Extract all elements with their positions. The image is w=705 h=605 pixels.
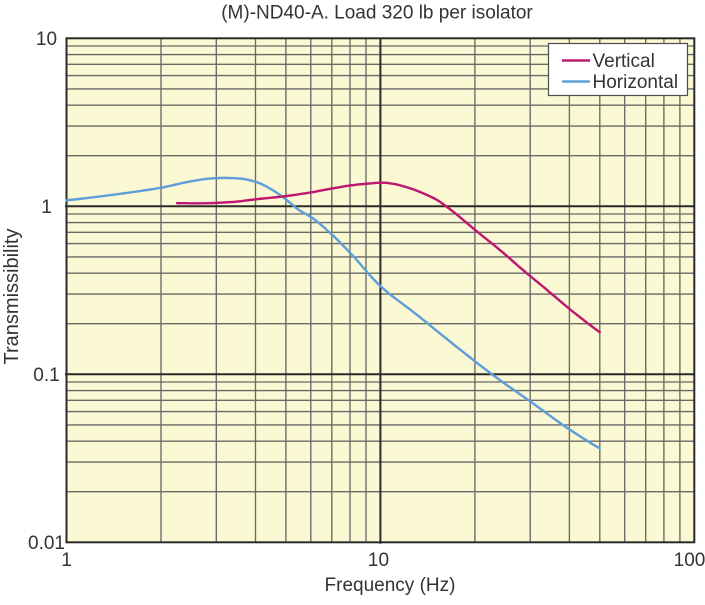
- svg-text:(M)-ND40-A. Load 320 lb per is: (M)-ND40-A. Load 320 lb per isolator: [221, 3, 533, 24]
- svg-text:10: 10: [368, 550, 389, 571]
- svg-text:Vertical: Vertical: [593, 51, 655, 72]
- svg-text:Horizontal: Horizontal: [593, 72, 679, 93]
- svg-text:Frequency (Hz): Frequency (Hz): [325, 575, 456, 596]
- svg-text:1: 1: [61, 550, 72, 571]
- svg-text:0.1: 0.1: [33, 365, 59, 386]
- svg-text:0.01: 0.01: [28, 533, 65, 554]
- svg-text:Transmissibility: Transmissibility: [1, 229, 23, 365]
- svg-text:10: 10: [36, 29, 57, 50]
- svg-text:100: 100: [674, 550, 705, 571]
- svg-text:1: 1: [41, 197, 52, 218]
